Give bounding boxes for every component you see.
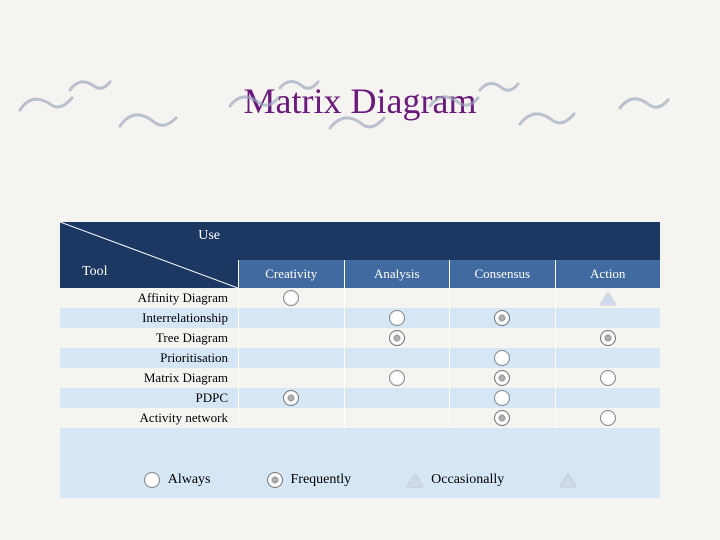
row-label: Tree Diagram xyxy=(60,328,238,348)
cell xyxy=(238,328,344,348)
always-icon xyxy=(283,290,299,306)
legend-label: Frequently xyxy=(291,472,352,488)
matrix-header: Use Tool CreativityAnalysisConsensusActi… xyxy=(60,222,660,288)
cell xyxy=(344,328,450,348)
cell xyxy=(555,328,661,348)
row-label: Interrelationship xyxy=(60,308,238,328)
occasionally-icon xyxy=(560,474,576,487)
cell xyxy=(238,348,344,368)
always-icon xyxy=(389,310,405,326)
cell xyxy=(449,308,555,328)
table-row: Matrix Diagram xyxy=(60,368,660,388)
cell xyxy=(449,368,555,388)
cell xyxy=(344,388,450,408)
row-label: PDPC xyxy=(60,388,238,408)
row-label: Affinity Diagram xyxy=(60,288,238,308)
cell xyxy=(555,408,661,428)
legend-label: Always xyxy=(168,472,211,488)
cell xyxy=(238,308,344,328)
header-use-label: Use xyxy=(198,228,220,244)
legend-row: Always Frequently Occasionally xyxy=(60,428,660,498)
occasionally-icon xyxy=(407,474,423,487)
table-row: Affinity Diagram xyxy=(60,288,660,308)
header-corner-cell: Use Tool xyxy=(60,222,238,288)
cell xyxy=(449,408,555,428)
cell xyxy=(344,288,450,308)
header-col-action: Action xyxy=(555,260,661,288)
always-icon xyxy=(494,390,510,406)
table-row: Interrelationship xyxy=(60,308,660,328)
table-row: Prioritisation xyxy=(60,348,660,368)
frequently-icon xyxy=(494,310,510,326)
cell xyxy=(449,348,555,368)
always-icon xyxy=(389,370,405,386)
table-row: PDPC xyxy=(60,388,660,408)
header-col-consensus: Consensus xyxy=(449,260,555,288)
always-icon xyxy=(600,370,616,386)
cell xyxy=(344,348,450,368)
cell xyxy=(344,368,450,388)
frequently-icon xyxy=(600,330,616,346)
cell xyxy=(238,388,344,408)
frequently-icon xyxy=(283,390,299,406)
cell xyxy=(555,348,661,368)
cell xyxy=(449,388,555,408)
frequently-icon xyxy=(494,370,510,386)
legend-item-freq: Frequently xyxy=(267,472,352,488)
row-label: Prioritisation xyxy=(60,348,238,368)
table-row: Tree Diagram xyxy=(60,328,660,348)
header-tool-label: Tool xyxy=(82,264,107,280)
legend-label: Occasionally xyxy=(431,472,504,488)
cell xyxy=(238,288,344,308)
legend-item-always: Always xyxy=(144,472,211,488)
cell xyxy=(344,408,450,428)
deco-svg xyxy=(0,80,720,152)
occasionally-icon xyxy=(600,292,616,305)
row-label: Activity network xyxy=(60,408,238,428)
cell xyxy=(344,308,450,328)
header-col-creativity: Creativity xyxy=(238,260,344,288)
decorative-top-pattern xyxy=(0,80,720,152)
frequently-icon xyxy=(389,330,405,346)
cell xyxy=(555,388,661,408)
legend-item-occ: Occasionally xyxy=(407,472,504,488)
always-icon xyxy=(144,472,160,488)
cell xyxy=(238,408,344,428)
legend-item-extra xyxy=(560,472,576,488)
header-top-strip xyxy=(238,222,660,260)
cell xyxy=(449,328,555,348)
cell xyxy=(555,368,661,388)
matrix-table: Use Tool CreativityAnalysisConsensusActi… xyxy=(60,222,660,498)
row-label: Matrix Diagram xyxy=(60,368,238,388)
always-icon xyxy=(600,410,616,426)
always-icon xyxy=(494,350,510,366)
frequently-icon xyxy=(494,410,510,426)
cell xyxy=(555,288,661,308)
cell xyxy=(555,308,661,328)
header-col-analysis: Analysis xyxy=(344,260,450,288)
cell xyxy=(238,368,344,388)
table-row: Activity network xyxy=(60,408,660,428)
cell xyxy=(449,288,555,308)
frequently-icon xyxy=(267,472,283,488)
